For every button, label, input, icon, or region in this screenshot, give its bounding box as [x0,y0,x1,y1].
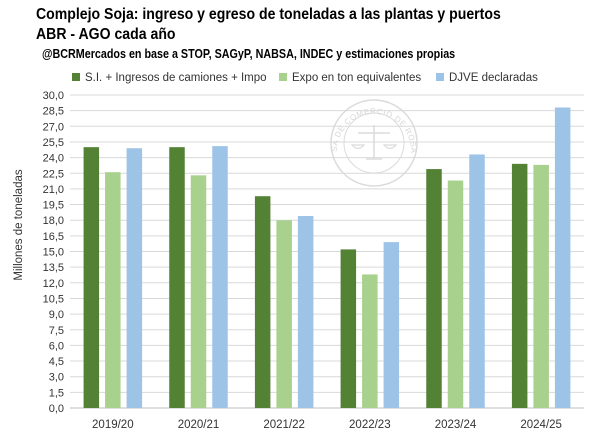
seal-emblem [350,144,366,150]
y-axis-ticks: 0,0 1,5 3,0 4,5 6,0 7,5 9,0 10,5 12,0 13,5 15,0 16,… [43,90,64,415]
y-tick-label: 13,5 [43,262,64,274]
y-tick-label: 16,5 [43,231,64,243]
seal-emblem [382,144,398,150]
source-note: @BCRMercados en base a STOP, SAGyP, NABS… [42,47,456,61]
y-tick-label: 1,5 [49,387,64,399]
bar-2023-24-s0 [426,169,442,408]
x-category-label: 2020/21 [178,419,220,431]
chart-subtitle: ABR - AGO cada año [36,26,176,43]
bar-2020-21-s0 [169,147,185,408]
bar-2024-25-s2 [554,107,571,409]
y-tick-label: 15,0 [43,247,64,259]
legend-label: S.I. + Ingresos de camiones + Impo [85,72,267,84]
bar-2021-22-s2 [297,216,314,408]
bar-2022-23-s2 [383,242,400,408]
bar-2022-23-s1 [362,274,378,408]
y-tick-label: 10,5 [43,293,64,305]
bar-2023-24-s2 [469,154,485,408]
y-tick-label: 3,0 [49,372,64,384]
grid-lines [70,94,584,409]
bar-2019-20-s0 [83,147,100,408]
y-tick-label: 4,5 [49,356,64,368]
y-tick-label: 7,5 [49,325,64,337]
legend-label: Expo en ton equivalentes [292,72,421,84]
x-category-label: 2019/20 [92,419,134,431]
y-tick-label: 19,5 [43,200,64,212]
legend-swatch [436,73,444,81]
bar-2021-22-s1 [276,220,292,408]
y-tick-label: 25,5 [43,137,64,149]
legend-swatch [279,73,287,81]
y-tick-label: 22,5 [43,168,64,180]
bar-2024-25-s1 [533,164,549,408]
y-tick-label: 9,0 [49,309,64,321]
x-axis-categories: 2019/20 2020/21 2021/22 2022/23 2023/24 2024/… [92,419,562,431]
legend: S.I. + Ingresos de camiones + Impo Expo e… [72,72,538,84]
x-category-label: 2022/23 [349,419,391,431]
y-axis-label: Millones de toneladas [13,169,25,280]
y-tick-label: 18,0 [43,215,64,227]
y-tick-label: 6,0 [49,340,64,352]
bars [83,107,571,409]
y-tick-label: 28,5 [43,106,64,118]
legend-label: DJVE declaradas [449,72,538,84]
legend-swatch [72,73,80,81]
y-tick-label: 24,0 [43,153,64,165]
seal-outer-ring [330,99,418,187]
y-tick-label: 21,0 [43,184,64,196]
x-category-label: 2021/22 [263,419,305,431]
bar-2023-24-s1 [447,180,464,408]
y-tick-label: 30,0 [43,90,64,102]
bar-2020-21-s1 [190,175,207,408]
y-tick-label: 0,0 [49,403,64,415]
y-tick-label: 27,0 [43,121,64,133]
x-category-label: 2024/25 [520,419,562,431]
x-category-label: 2023/24 [435,419,477,431]
bar-2020-21-s2 [212,146,228,408]
bar-2021-22-s0 [254,196,271,408]
chart-title: Complejo Soja: ingreso y egreso de tonel… [36,6,501,23]
bar-2019-20-s1 [105,172,121,408]
bar-2019-20-s2 [126,148,143,408]
bar-2022-23-s0 [340,249,357,408]
y-tick-label: 12,0 [43,278,64,290]
bar-2024-25-s0 [511,163,528,408]
